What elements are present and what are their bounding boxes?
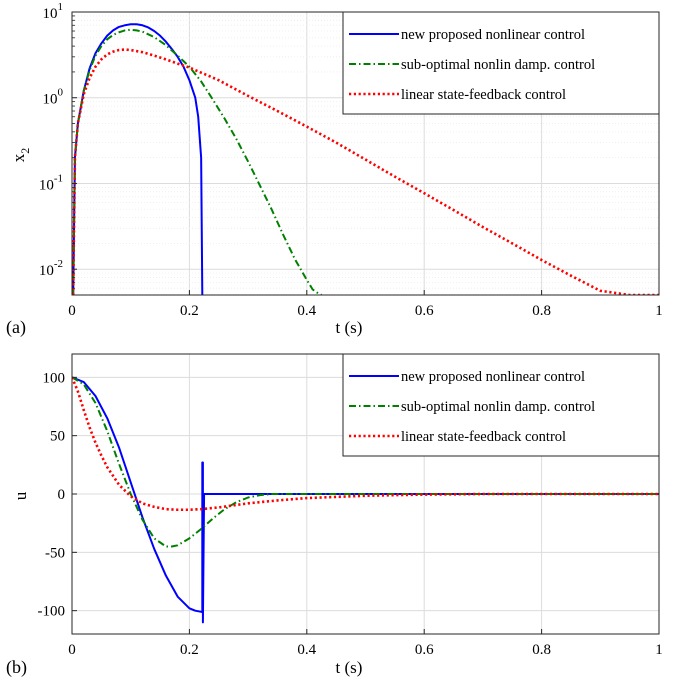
x-tick-label: 0 <box>68 303 76 319</box>
panel-b-u-plot: 0 0.2 0.4 0.6 0.8 1 100 50 0 -50 -100 t (s) u (b)… <box>6 353 663 678</box>
x-tick-label: 0.6 <box>415 642 434 658</box>
panel-a-series-group <box>72 23 659 295</box>
series-line-suboptimal-damping <box>72 28 322 295</box>
panel-b-series-group <box>72 376 659 624</box>
y-tick-label: 100 <box>43 87 64 108</box>
legend-entry-label: linear state-feedback control <box>401 87 566 103</box>
x-tick-label: 1 <box>655 642 663 658</box>
panel-a-label: (a) <box>6 317 26 338</box>
panel-a-ylabel: x2 <box>9 148 32 163</box>
y-tick-label: 100 <box>43 370 66 386</box>
y-tick-label: 50 <box>50 429 65 445</box>
panel-b-y-ticks: 100 50 0 -50 -100 <box>38 370 77 620</box>
panel-a-legend: new proposed nonlinear control sub-optima… <box>342 11 660 115</box>
series-line-suboptimal-damping <box>72 376 659 548</box>
y-tick-label: 0 <box>58 487 66 503</box>
x-tick-label: 0.8 <box>532 642 551 658</box>
series-line-proposed-nonlinear <box>72 376 659 624</box>
panel-b-xlabel: t (s) <box>336 658 363 677</box>
legend-entry-label: sub-optimal nonlin damp. control <box>401 57 595 73</box>
series-line-linear-feedback <box>72 376 659 512</box>
x-tick-label: 0.2 <box>180 303 199 319</box>
y-tick-label: -50 <box>45 545 65 561</box>
legend-entry-label: new proposed nonlinear control <box>401 369 585 385</box>
x-tick-label: 0.8 <box>532 303 551 319</box>
panel-a-x-ticks: 0 0.2 0.4 0.6 0.8 1 <box>68 290 663 319</box>
x-tick-label: 0.4 <box>297 303 316 319</box>
x-tick-label: 0.4 <box>297 642 316 658</box>
panel-b-x-ticks: 0 0.2 0.4 0.6 0.8 1 <box>68 629 663 658</box>
legend-entry-label: new proposed nonlinear control <box>401 27 585 43</box>
legend-entry-label: sub-optimal nonlin damp. control <box>401 399 595 415</box>
panel-b-legend: new proposed nonlinear control sub-optima… <box>342 353 660 457</box>
y-tick-label: -100 <box>38 604 66 620</box>
series-line-proposed-nonlinear <box>72 23 204 295</box>
x-tick-label: 0.6 <box>415 303 434 319</box>
panel-b-label: (b) <box>6 657 27 678</box>
y-tick-label: 10-2 <box>39 258 63 279</box>
y-tick-label: 10-1 <box>39 172 63 193</box>
panel-a-ylabel-base: x <box>9 153 28 162</box>
y-tick-label: 101 <box>43 1 64 22</box>
panel-a-ylabel-subscript: 2 <box>18 148 32 154</box>
x-tick-label: 1 <box>655 303 663 319</box>
x-tick-label: 0 <box>68 642 76 658</box>
panel-a-xlabel: t (s) <box>336 318 363 337</box>
panel-b-ylabel: u <box>11 491 30 500</box>
panel-a-y-ticks: 101 100 10-1 10-2 <box>39 1 77 289</box>
legend-entry-label: linear state-feedback control <box>401 429 566 445</box>
x-tick-label: 0.2 <box>180 642 199 658</box>
panel-a-x2-plot: 0 0.2 0.4 0.6 0.8 1 101 100 10-1 10-2 t (s) x2 (… <box>6 1 663 338</box>
